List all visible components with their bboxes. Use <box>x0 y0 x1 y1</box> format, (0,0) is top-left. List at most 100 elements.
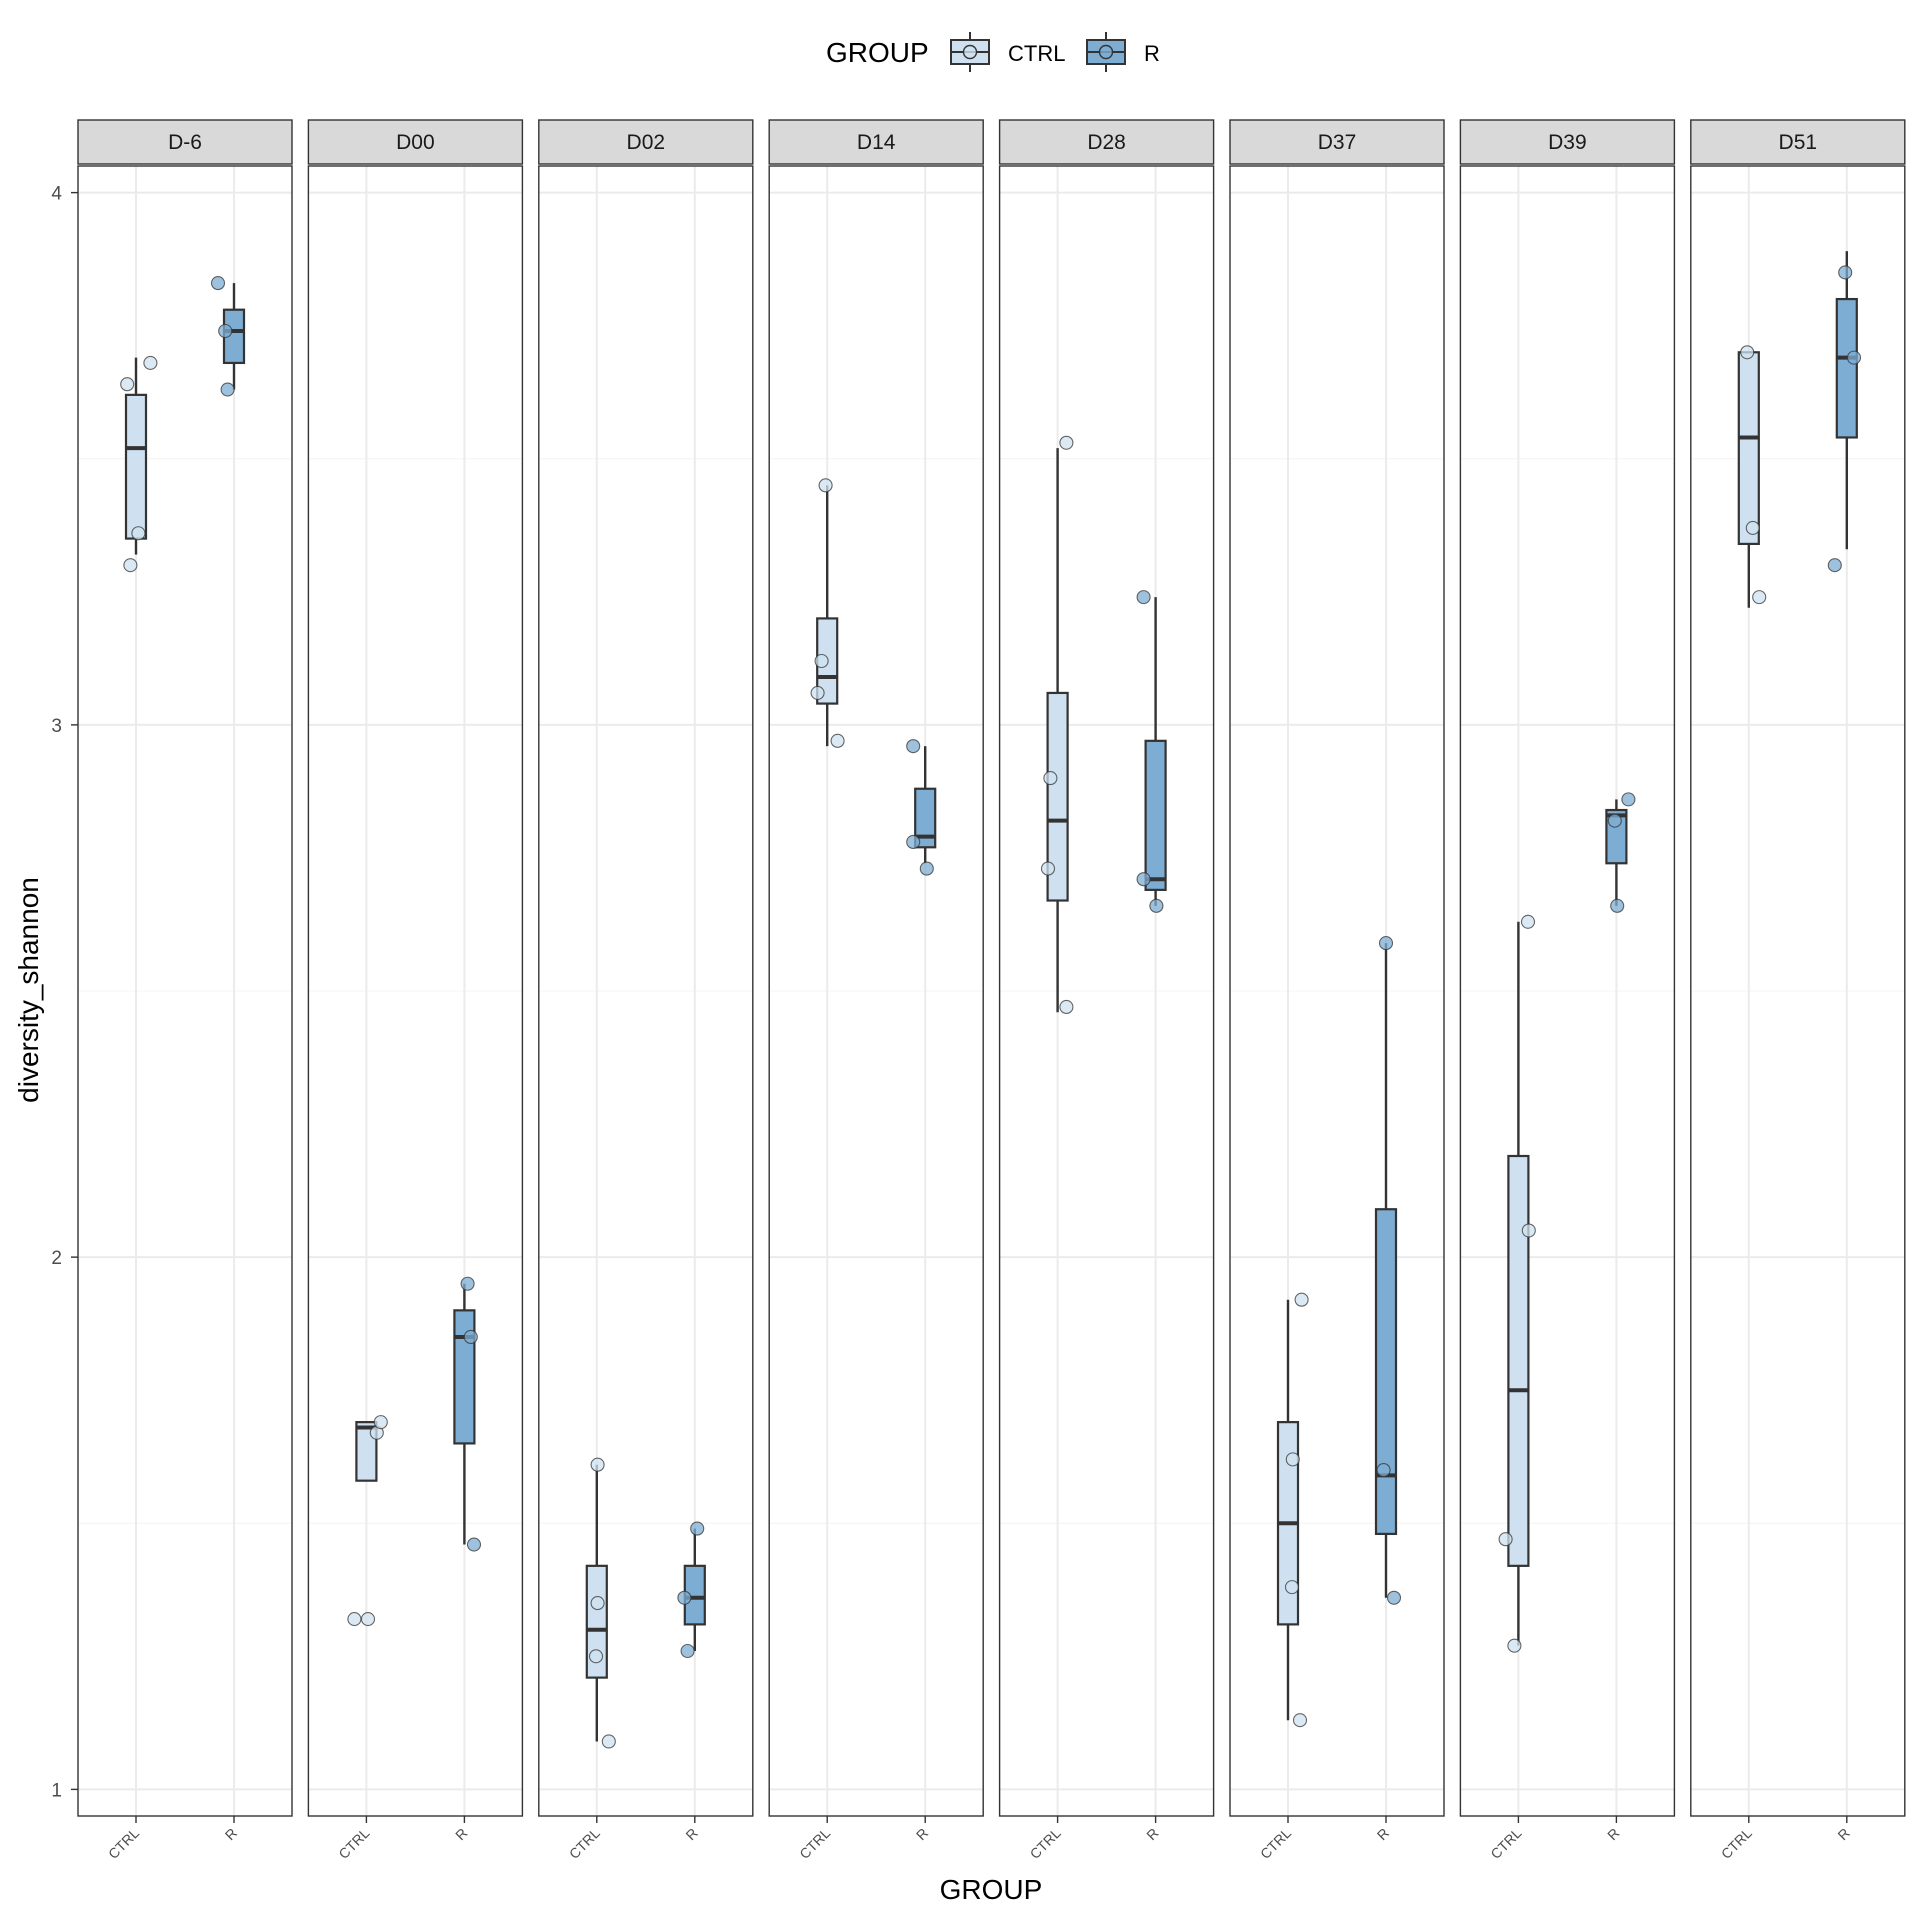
data-point-r <box>906 739 921 754</box>
y-tick-label: 4 <box>51 184 62 205</box>
facet-strip-label: D39 <box>1548 131 1587 154</box>
facet-panel-d39: D39 CTRL R <box>1459 119 1676 1862</box>
data-point-ctrl <box>1043 771 1058 786</box>
panel-border <box>77 165 293 1817</box>
panel-border <box>307 165 524 1817</box>
data-point-r <box>220 382 235 397</box>
facet-strip <box>1459 119 1676 165</box>
panel-border <box>1459 165 1676 1817</box>
panel-border <box>1229 165 1445 1817</box>
data-point-ctrl <box>1745 520 1760 535</box>
x-tick-label: CTRL <box>1718 1825 1755 1862</box>
data-point-ctrl <box>143 355 158 370</box>
data-point-ctrl <box>1507 1638 1522 1653</box>
x-tick-label: CTRL <box>1487 1825 1524 1862</box>
data-point-ctrl <box>818 478 833 493</box>
facet-panels: D-6 CTRL R D00 CTRL R D02 CTRL R D14 CTRL R D28 CTRL R… <box>77 119 1906 1862</box>
panel-border <box>768 165 984 1817</box>
data-point-r <box>906 834 921 850</box>
facet-strip-label: D02 <box>627 131 666 154</box>
data-point-ctrl <box>120 377 135 392</box>
data-point-r <box>1846 350 1862 365</box>
facet-panel-d37: D37 CTRL R <box>1229 119 1445 1862</box>
facet-panel-d02: D02 CTRL R <box>538 119 754 1862</box>
facet-strip <box>998 119 1215 165</box>
data-point-ctrl <box>347 1612 362 1627</box>
data-point-ctrl <box>1292 1713 1308 1728</box>
legend-title: GROUP <box>826 37 929 68</box>
data-point-r <box>1376 1462 1391 1478</box>
x-tick-label: R <box>1374 1825 1392 1843</box>
x-tick-label: CTRL <box>1027 1825 1064 1862</box>
facet-strip-label: D00 <box>396 131 435 154</box>
data-point-r <box>1149 898 1164 913</box>
facet-strip-label: D14 <box>857 131 896 154</box>
data-point-ctrl <box>1059 999 1074 1015</box>
data-point-r <box>460 1276 475 1291</box>
facet-strip-label: D37 <box>1318 131 1357 154</box>
data-point-ctrl <box>1059 435 1074 450</box>
data-point-r <box>1136 590 1151 605</box>
facet-panel-d51: D51 CTRL R <box>1690 119 1906 1862</box>
data-point-ctrl <box>1740 345 1755 360</box>
facet-strip-label: D51 <box>1779 131 1818 154</box>
data-point-ctrl <box>360 1612 376 1627</box>
data-point-r <box>1386 1590 1402 1605</box>
facet-strip <box>538 119 754 165</box>
box-r <box>1374 943 1398 1598</box>
facet-strip <box>1229 119 1445 165</box>
facet-strip <box>1690 119 1906 165</box>
data-point-r <box>463 1329 478 1345</box>
y-tick-label: 2 <box>51 1248 62 1269</box>
x-tick-label: R <box>1604 1825 1622 1843</box>
box-iqr <box>1737 351 1760 546</box>
x-tick-label: R <box>913 1825 931 1843</box>
data-point-ctrl <box>590 1596 605 1611</box>
box-r <box>1835 251 1858 550</box>
data-point-r <box>690 1521 705 1536</box>
facet-strip-label: D28 <box>1087 131 1126 154</box>
legend-key-point <box>962 44 978 60</box>
box-iqr <box>1046 691 1069 902</box>
box-ctrl <box>1737 351 1760 608</box>
facet-panel-d00: D00 CTRL R <box>307 119 524 1862</box>
data-point-r <box>210 276 226 291</box>
data-point-ctrl <box>1285 1452 1300 1467</box>
x-tick-label: R <box>1143 1825 1161 1843</box>
data-point-r <box>1378 936 1394 951</box>
x-tick-label: CTRL <box>105 1825 142 1862</box>
data-point-ctrl <box>1040 861 1056 876</box>
x-tick-label: R <box>452 1825 470 1843</box>
data-point-r <box>677 1590 692 1605</box>
box-ctrl <box>1046 448 1069 1013</box>
x-tick-label: R <box>1834 1825 1852 1843</box>
facet-panel-d28: D28 CTRL R <box>998 119 1215 1862</box>
legend-label-ctrl: CTRL <box>1008 41 1065 66</box>
x-tick-label: CTRL <box>335 1825 372 1862</box>
box-iqr <box>1374 1208 1398 1536</box>
x-tick-label: CTRL <box>566 1825 603 1862</box>
data-point-r <box>1136 872 1151 887</box>
y-axis: 1 2 3 4 <box>51 184 78 1801</box>
box-iqr <box>585 1564 608 1679</box>
data-point-r <box>919 861 934 876</box>
box-iqr <box>124 393 148 540</box>
data-point-ctrl <box>1520 914 1536 929</box>
box-r <box>222 283 246 390</box>
legend-label-r: R <box>1144 41 1160 66</box>
data-point-ctrl <box>1284 1580 1300 1595</box>
data-point-ctrl <box>814 653 829 669</box>
box-ctrl <box>585 1464 608 1742</box>
box-r <box>1144 597 1167 906</box>
facet-strip-label: D-6 <box>168 131 202 154</box>
x-tick-label: R <box>682 1825 700 1843</box>
legend-key-point <box>1098 44 1114 60</box>
x-axis-title: GROUP <box>940 1874 1043 1905</box>
box-ctrl <box>1507 921 1530 1646</box>
data-point-ctrl <box>830 733 845 748</box>
panel-border <box>998 165 1215 1817</box>
data-point-ctrl <box>131 526 146 541</box>
data-point-ctrl <box>1498 1532 1513 1547</box>
data-point-ctrl <box>123 558 138 573</box>
data-point-r <box>218 323 233 339</box>
